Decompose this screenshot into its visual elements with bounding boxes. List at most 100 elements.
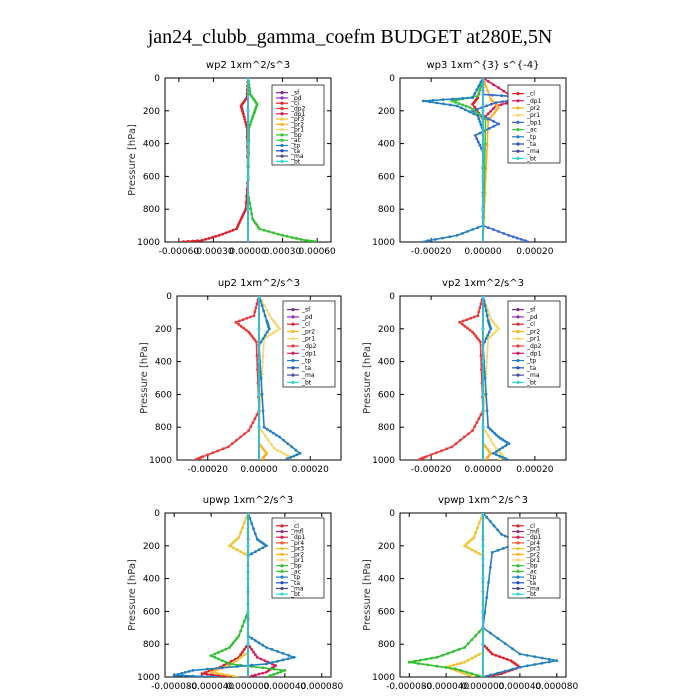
legend-marker: [516, 135, 520, 139]
data-point: [460, 232, 464, 235]
data-point: [433, 238, 437, 241]
data-point: [210, 236, 214, 239]
data-point: [235, 636, 239, 640]
x-tick-label: -0.000040: [423, 682, 469, 692]
data-point: [265, 308, 269, 312]
data-point: [478, 131, 482, 135]
data-point: [477, 630, 481, 634]
legend-label: _bp: [290, 132, 302, 139]
data-point: [487, 127, 491, 130]
legend-label: _ac: [526, 568, 537, 575]
y-tick-label: 600: [143, 607, 160, 617]
data-point: [484, 309, 488, 313]
data-point: [505, 657, 509, 661]
legend-marker: [280, 575, 284, 579]
legend-label: _dp1: [290, 534, 306, 541]
data-point: [270, 317, 274, 321]
data-point: [211, 673, 215, 677]
data-point: [490, 551, 494, 554]
data-point: [454, 442, 458, 445]
data-point: [283, 669, 287, 672]
data-point: [461, 319, 465, 323]
data-point: [497, 435, 500, 439]
data-point: [224, 231, 228, 235]
data-point: [255, 413, 259, 417]
legend-label: _bt: [526, 379, 537, 386]
legend-label: _mfl: [526, 529, 540, 536]
data-point: [261, 666, 265, 670]
data-point: [487, 581, 490, 584]
data-point: [260, 430, 264, 433]
legend-label: _ta: [290, 148, 300, 155]
data-point: [477, 521, 481, 525]
y-tick-label: 600: [378, 390, 395, 400]
data-point: [448, 664, 452, 668]
legend-label: _pr3: [290, 116, 304, 123]
legend-marker: [516, 344, 520, 348]
legend-marker: [291, 308, 295, 312]
data-point: [486, 79, 490, 83]
data-point: [471, 108, 475, 112]
data-point: [254, 639, 257, 642]
data-point: [246, 610, 250, 613]
data-point: [468, 110, 471, 114]
data-point: [495, 433, 498, 437]
data-point: [246, 78, 250, 80]
legend-marker: [280, 592, 284, 596]
data-point: [485, 314, 489, 318]
data-point: [224, 647, 228, 651]
data-point: [265, 544, 268, 548]
data-point: [418, 457, 422, 460]
y-tick-label: 200: [155, 325, 172, 335]
data-point: [492, 107, 495, 110]
data-point: [195, 457, 198, 460]
data-point: [239, 435, 243, 439]
data-point: [466, 230, 469, 233]
legend-label: _cl: [290, 523, 299, 530]
legend-marker: [280, 552, 284, 556]
data-point: [217, 234, 221, 237]
data-point: [494, 323, 497, 327]
data-point: [252, 650, 255, 654]
data-point: [470, 656, 474, 660]
data-point: [247, 429, 251, 432]
data-point: [502, 89, 506, 93]
data-point: [261, 337, 265, 340]
legend-label: _tp: [526, 574, 536, 581]
series-group: [407, 513, 559, 677]
legend-marker: [291, 329, 295, 334]
legend-label: _cl: [526, 523, 535, 530]
data-point: [248, 89, 252, 93]
data-point: [262, 228, 266, 232]
data-point: [276, 232, 280, 236]
data-point: [217, 657, 220, 661]
series-group: [194, 296, 302, 460]
data-point: [231, 546, 235, 550]
data-point: [290, 445, 294, 449]
data-point: [471, 429, 474, 432]
data-point: [486, 337, 490, 340]
data-point: [481, 425, 485, 429]
data-point: [444, 666, 448, 669]
y-tick-label: 400: [378, 358, 395, 368]
data-point: [490, 319, 494, 323]
data-point: [295, 453, 299, 457]
legend-marker: [280, 581, 284, 585]
data-point: [272, 231, 275, 235]
data-point: [252, 219, 256, 223]
data-point: [502, 232, 506, 235]
data-point: [504, 101, 508, 105]
legend-label: _bt: [290, 591, 301, 598]
legend-label: _pr1: [526, 557, 540, 564]
data-point: [285, 453, 289, 457]
data-point: [246, 577, 250, 580]
legend-label: _cl: [290, 100, 299, 107]
panel-title: upwp 1xm^2/s^3: [203, 495, 293, 506]
data-point: [248, 93, 252, 96]
data-point: [241, 624, 244, 628]
data-point: [478, 143, 482, 147]
data-point: [455, 234, 459, 237]
data-point: [248, 645, 252, 649]
data-point: [503, 669, 507, 673]
x-tick-label: -0.00020: [411, 247, 452, 257]
